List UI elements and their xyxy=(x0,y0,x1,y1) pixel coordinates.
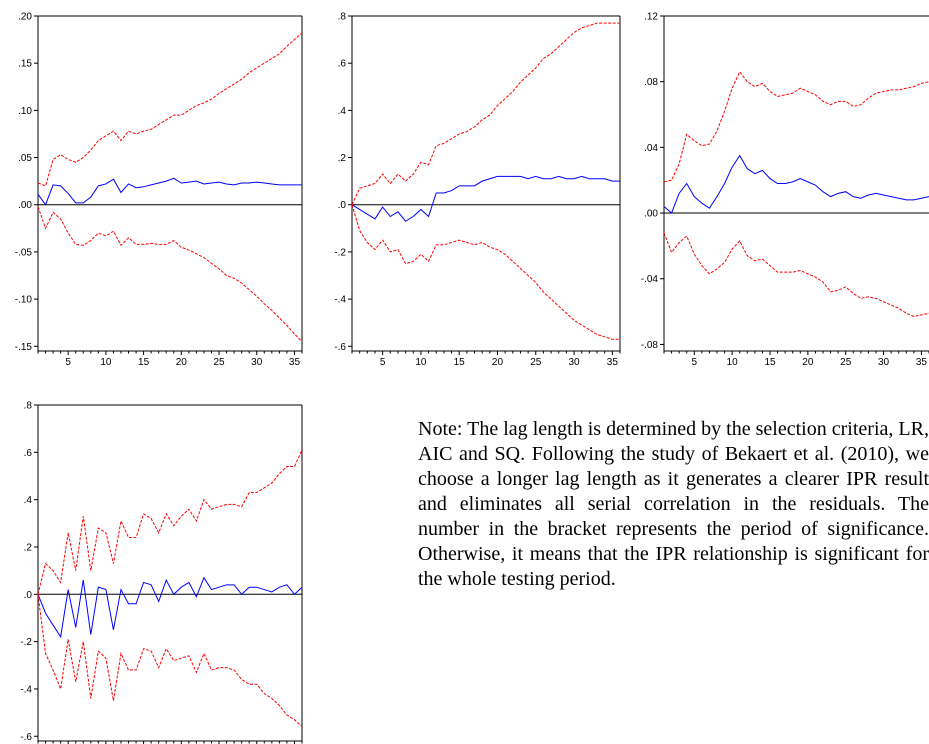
x-tick-label: 35 xyxy=(607,357,619,368)
series-lower-line xyxy=(351,204,620,340)
y-tick-label: -.15 xyxy=(15,342,33,353)
y-tick-label: .05 xyxy=(18,153,32,164)
x-tick-label: 30 xyxy=(878,357,890,368)
y-tick-label: .6 xyxy=(338,59,347,70)
x-tick-label: 15 xyxy=(454,357,466,368)
irf-panel-3: .12 .08 .04 .00 -.04 -.08 5 10 15 20 25 30 35 xyxy=(641,12,929,368)
note-text: Note: The lag length is determined by th… xyxy=(418,418,929,590)
series-lower-line xyxy=(37,594,303,728)
x-tick-label: 25 xyxy=(840,357,852,368)
irf-panel-2: .8 .6 .4 .2 .0 -.2 -.4 -.6 5 10 15 20 25 30 35 xyxy=(334,12,621,368)
y-tick-label: .04 xyxy=(644,143,658,154)
series-upper-line xyxy=(663,70,929,183)
y-tick-label: .00 xyxy=(18,200,32,211)
x-tick-label: 10 xyxy=(415,357,427,368)
y-tick-label: .12 xyxy=(644,12,658,23)
y-tick-label: .4 xyxy=(24,495,33,506)
y-tick-label: .8 xyxy=(24,401,33,412)
series-response-line xyxy=(37,177,302,206)
y-tick-label: .20 xyxy=(18,12,32,23)
y-tick-label: -.04 xyxy=(641,274,659,285)
x-tick-label: 5 xyxy=(380,357,386,368)
series-lower-line xyxy=(663,232,929,318)
y-tick-label: .8 xyxy=(338,12,347,23)
x-tick-label: 10 xyxy=(727,357,739,368)
x-tick-label: 25 xyxy=(213,357,225,368)
x-tick-label: 15 xyxy=(764,357,776,368)
y-tick-label: -.6 xyxy=(334,342,346,353)
series-response-line xyxy=(351,175,620,222)
y-tick-label: .15 xyxy=(18,59,32,70)
y-tick-label: .00 xyxy=(644,209,658,220)
y-tick-label: -.05 xyxy=(15,247,33,258)
series-response-line xyxy=(663,154,929,214)
x-tick-label: 5 xyxy=(65,357,71,368)
y-tick-label: .2 xyxy=(338,153,347,164)
y-tick-label: -.08 xyxy=(641,340,659,351)
x-tick-label: 10 xyxy=(100,357,112,368)
x-tick-label: 5 xyxy=(692,357,698,368)
x-tick-label: 25 xyxy=(530,357,542,368)
y-tick-label: -.6 xyxy=(20,732,32,743)
series-upper-line xyxy=(351,22,620,205)
y-tick-label: -.4 xyxy=(20,684,32,695)
x-tick-label: 30 xyxy=(568,357,580,368)
series-upper-line xyxy=(37,32,303,187)
irf-panel-1: .20 .15 .10 .05 .00 -.05 -.10 -.15 5 10 15 20 25 30 35 xyxy=(15,12,303,368)
x-tick-label: 35 xyxy=(916,357,928,368)
y-tick-label: .6 xyxy=(24,448,33,459)
series-response-line xyxy=(37,576,303,639)
y-tick-label: -.2 xyxy=(334,247,346,258)
y-tick-label: -.4 xyxy=(334,295,346,306)
y-tick-label: -.10 xyxy=(15,295,33,306)
y-tick-label: .0 xyxy=(338,200,347,211)
y-tick-label: .08 xyxy=(644,77,658,88)
y-tick-label: -.2 xyxy=(20,637,32,648)
x-tick-label: 20 xyxy=(492,357,504,368)
series-lower-line xyxy=(37,206,303,342)
x-tick-label: 20 xyxy=(176,357,188,368)
x-tick-label: 15 xyxy=(138,357,150,368)
y-tick-label: .2 xyxy=(24,542,33,553)
y-tick-label: .10 xyxy=(18,106,32,117)
x-tick-label: 35 xyxy=(289,357,301,368)
x-tick-label: 20 xyxy=(802,357,814,368)
x-tick-label: 30 xyxy=(251,357,263,368)
y-tick-label: .0 xyxy=(24,590,33,601)
y-tick-label: .4 xyxy=(338,106,347,117)
series-upper-line xyxy=(37,449,303,595)
